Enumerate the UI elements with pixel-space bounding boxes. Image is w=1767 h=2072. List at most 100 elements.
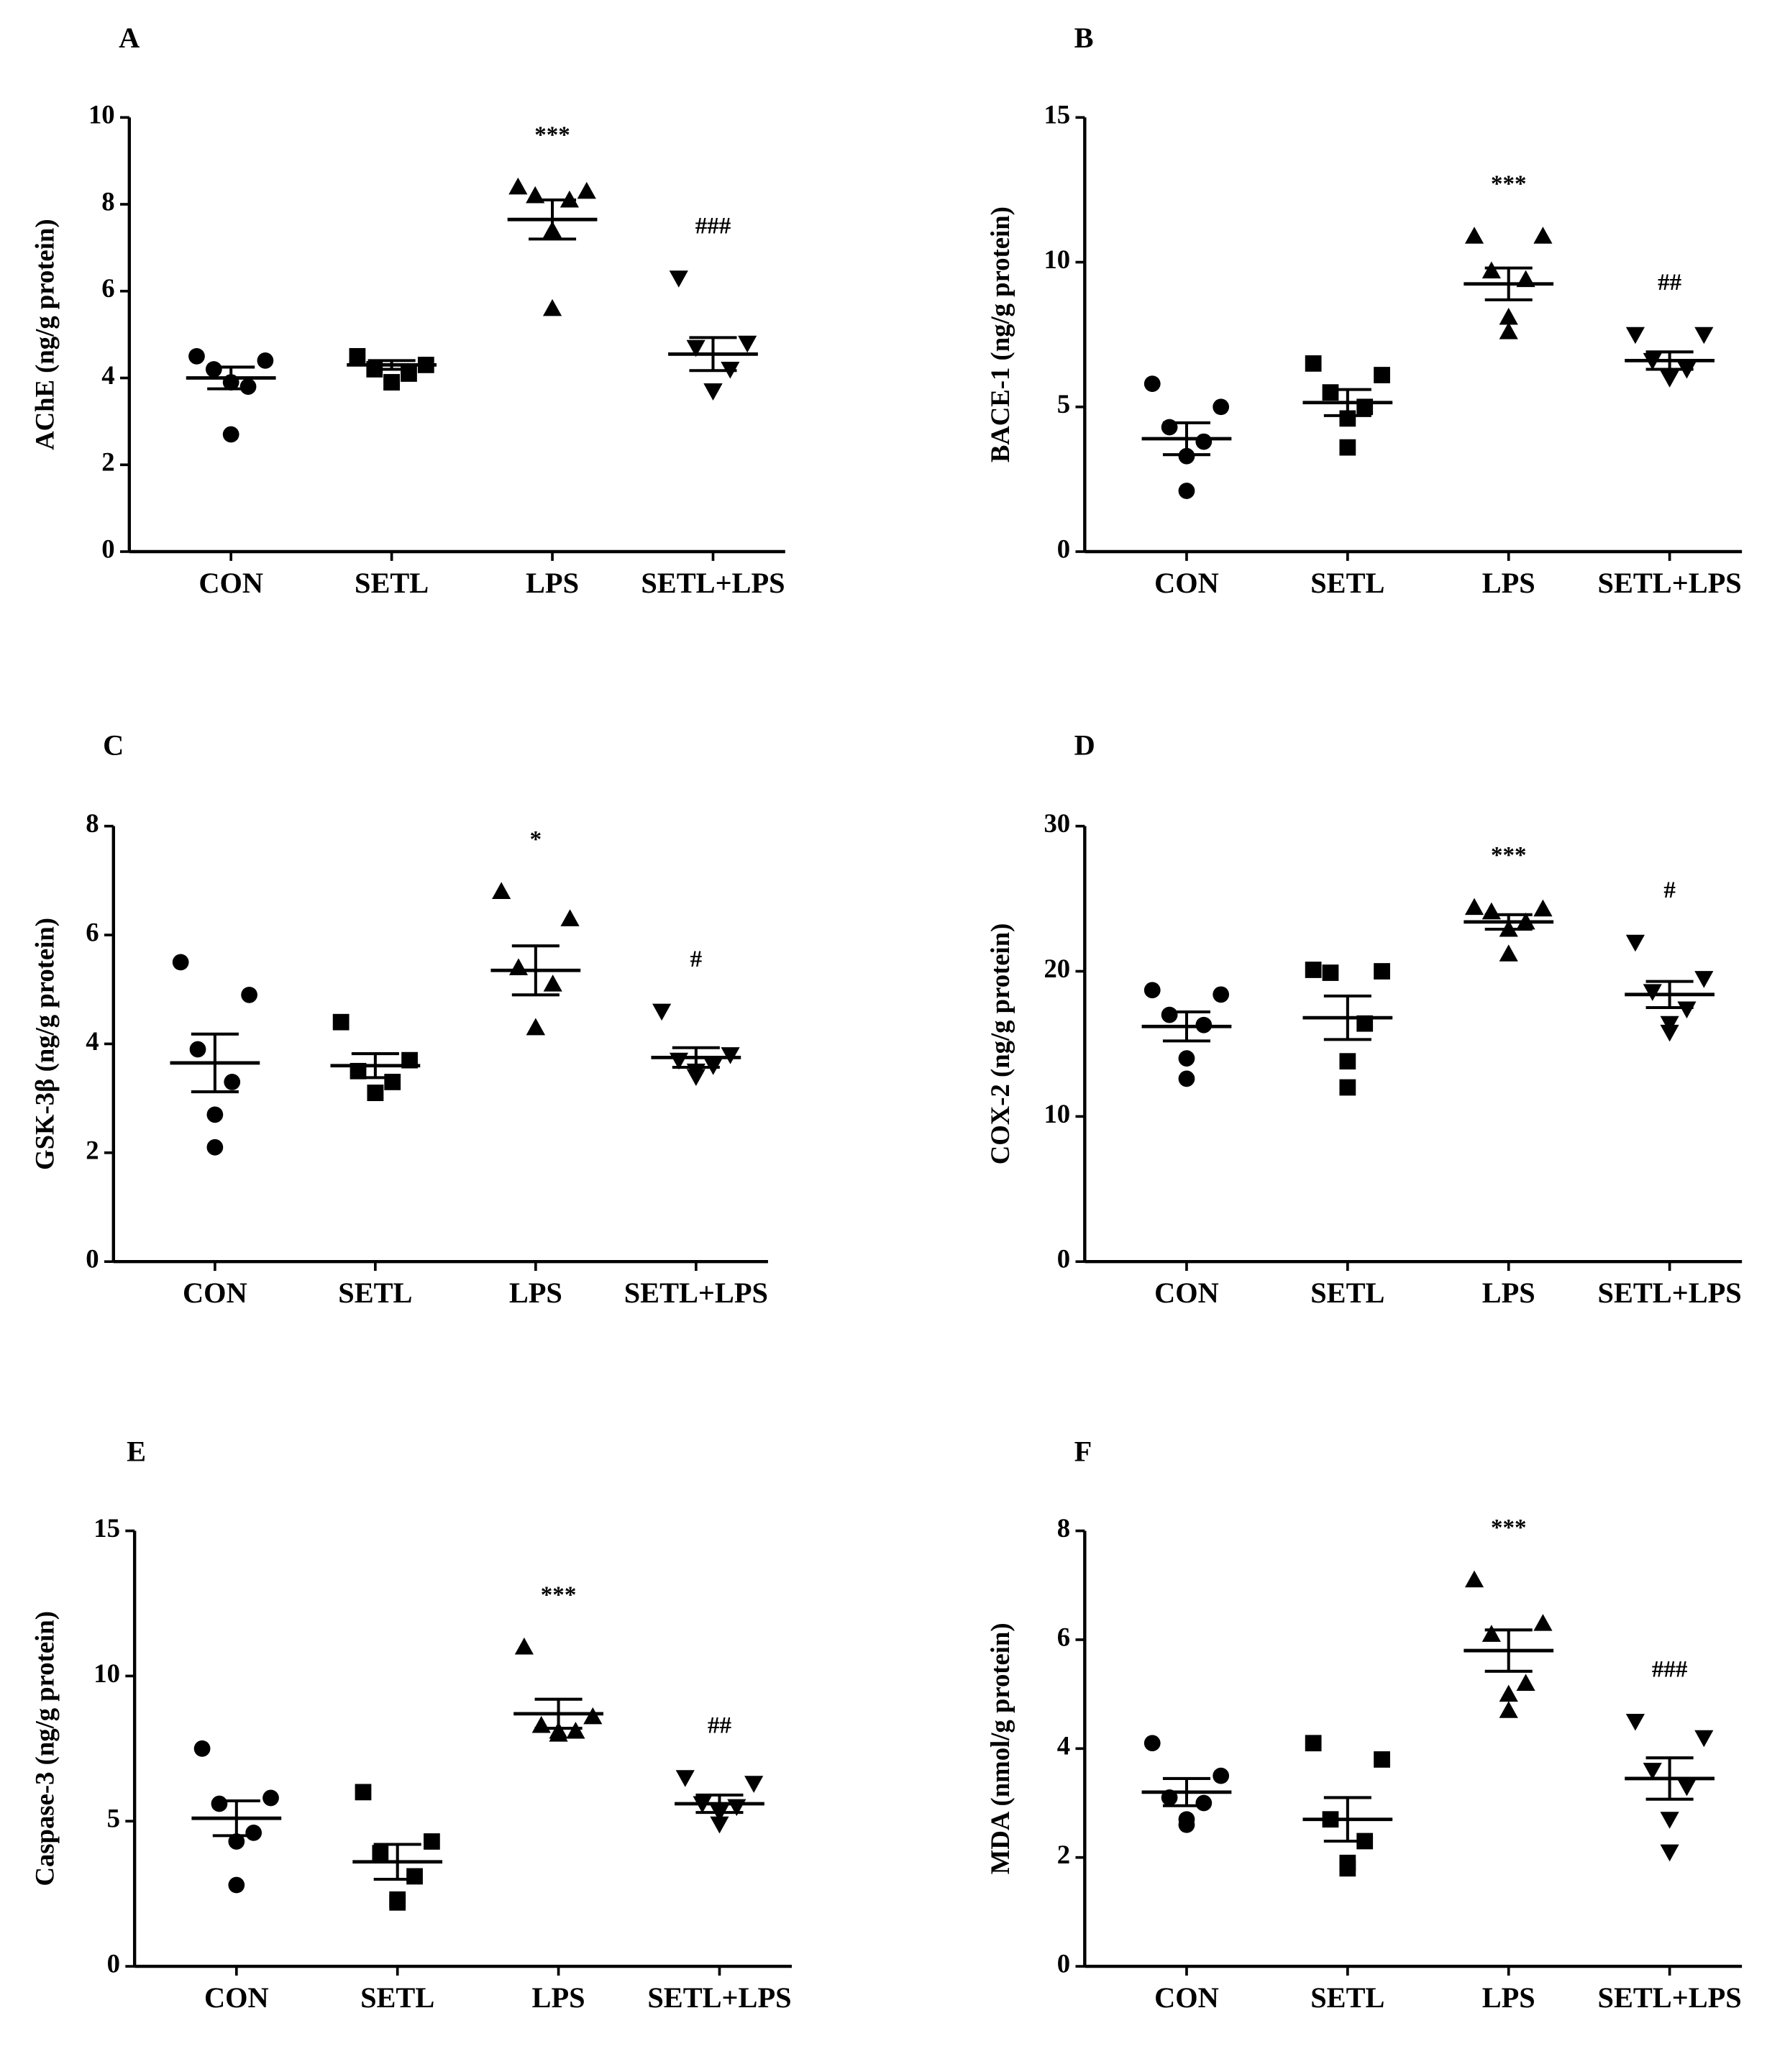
data-point — [543, 975, 562, 992]
x-tick-label: CON — [1154, 1981, 1219, 2014]
x-tick-label: LPS — [1482, 1277, 1535, 1309]
data-point — [1694, 1730, 1714, 1748]
data-point — [1143, 375, 1161, 392]
data-point — [508, 177, 528, 195]
data-point — [1339, 439, 1356, 456]
data-point — [1339, 1053, 1356, 1070]
significance-label: ## — [1658, 270, 1682, 296]
significance-label: *** — [1491, 1515, 1527, 1541]
data-point — [710, 1816, 729, 1834]
x-tick-label: SETL — [1310, 1981, 1384, 2014]
significance-label: *** — [1491, 171, 1527, 197]
data-point — [193, 1740, 211, 1757]
data-point — [1660, 1812, 1679, 1829]
data-point — [1677, 1779, 1697, 1797]
panel-label: D — [1074, 729, 1095, 762]
data-point — [1213, 398, 1230, 416]
data-point — [686, 339, 706, 357]
data-point — [703, 383, 723, 401]
data-point — [1374, 367, 1390, 383]
x-tick-label: CON — [1154, 567, 1219, 599]
data-point — [1374, 1751, 1390, 1768]
data-point — [669, 270, 688, 288]
data-point — [1499, 944, 1518, 962]
data-point — [205, 361, 222, 378]
data-point — [239, 378, 257, 395]
data-point — [1694, 327, 1714, 344]
data-point — [1339, 1860, 1356, 1877]
data-point — [1305, 962, 1322, 978]
data-point — [542, 298, 562, 316]
data-point — [1499, 307, 1518, 325]
data-point — [1481, 1625, 1501, 1642]
y-tick-label: 8 — [1057, 1513, 1070, 1543]
data-point — [686, 1069, 706, 1086]
data-point — [1195, 433, 1213, 450]
data-point — [583, 1707, 603, 1725]
data-point — [1660, 370, 1679, 388]
y-axis-label: GSK-3β (ng/g protein) — [29, 918, 59, 1170]
data-point — [1213, 1767, 1230, 1784]
data-point — [577, 181, 596, 199]
data-point — [257, 352, 274, 369]
data-point — [189, 1041, 206, 1058]
significance-label: *** — [534, 122, 570, 148]
x-tick-label: SETL+LPS — [641, 567, 785, 599]
x-tick-label: SETL+LPS — [1598, 1277, 1742, 1309]
data-point — [224, 1074, 241, 1090]
data-point — [241, 986, 257, 1003]
data-point — [1533, 227, 1553, 244]
y-tick-label: 0 — [1057, 1948, 1070, 1978]
y-tick-label: 10 — [1044, 245, 1070, 274]
x-tick-label: LPS — [1482, 1981, 1535, 2014]
data-point — [1499, 322, 1518, 339]
data-point — [531, 1715, 551, 1733]
data-point — [1643, 984, 1662, 1001]
data-point — [1677, 1001, 1697, 1019]
significance-label: # — [1663, 877, 1676, 903]
data-point — [424, 1833, 440, 1850]
panel-label: B — [1074, 22, 1094, 54]
data-point — [245, 1825, 262, 1841]
data-point — [652, 1003, 672, 1021]
data-point — [355, 1784, 372, 1801]
y-tick-label: 5 — [107, 1804, 120, 1833]
data-point — [1322, 384, 1339, 401]
y-tick-label: 6 — [1057, 1622, 1070, 1651]
y-tick-label: 2 — [86, 1135, 99, 1164]
data-point — [349, 347, 366, 365]
data-point — [1143, 1735, 1161, 1752]
y-axis-label: BACE-1 (ng/g protein) — [985, 206, 1015, 462]
data-point — [1195, 1794, 1213, 1812]
x-tick-label: CON — [198, 567, 263, 599]
x-tick-label: CON — [183, 1277, 247, 1309]
y-tick-label: 5 — [1057, 389, 1070, 419]
data-point — [1516, 1674, 1535, 1691]
data-point — [1533, 899, 1553, 917]
data-point — [406, 1868, 423, 1885]
data-point — [1660, 1024, 1679, 1042]
significance-label: *** — [1491, 843, 1527, 869]
y-tick-label: 0 — [1057, 1244, 1070, 1274]
data-point — [332, 1013, 350, 1031]
panel-c: C 0 2 4 6 8 GSK-3β (ng/g protein) CON SETL LPS * SE… — [29, 729, 767, 1310]
significance-label: # — [690, 946, 703, 972]
x-tick-label: SETL — [355, 567, 429, 599]
y-axis-label: COX-2 (ng/g protein) — [985, 923, 1015, 1165]
data-point — [389, 1894, 406, 1911]
data-point — [566, 1722, 585, 1739]
y-tick-label: 10 — [1044, 1099, 1070, 1128]
significance-label: * — [530, 826, 542, 852]
panel-d: D 0 10 20 30 COX-2 (ng/g protein) CON SETL LPS **… — [985, 729, 1743, 1309]
data-point — [1625, 327, 1645, 344]
y-tick-label: 20 — [1044, 954, 1070, 983]
data-point — [188, 347, 205, 365]
data-point — [1305, 1735, 1322, 1752]
x-tick-label: LPS — [1482, 567, 1535, 599]
data-point — [1161, 1006, 1178, 1023]
y-tick-label: 0 — [86, 1244, 99, 1274]
data-point — [1660, 1016, 1679, 1033]
y-axis-label: MDA (nmol/g protein) — [985, 1623, 1015, 1874]
